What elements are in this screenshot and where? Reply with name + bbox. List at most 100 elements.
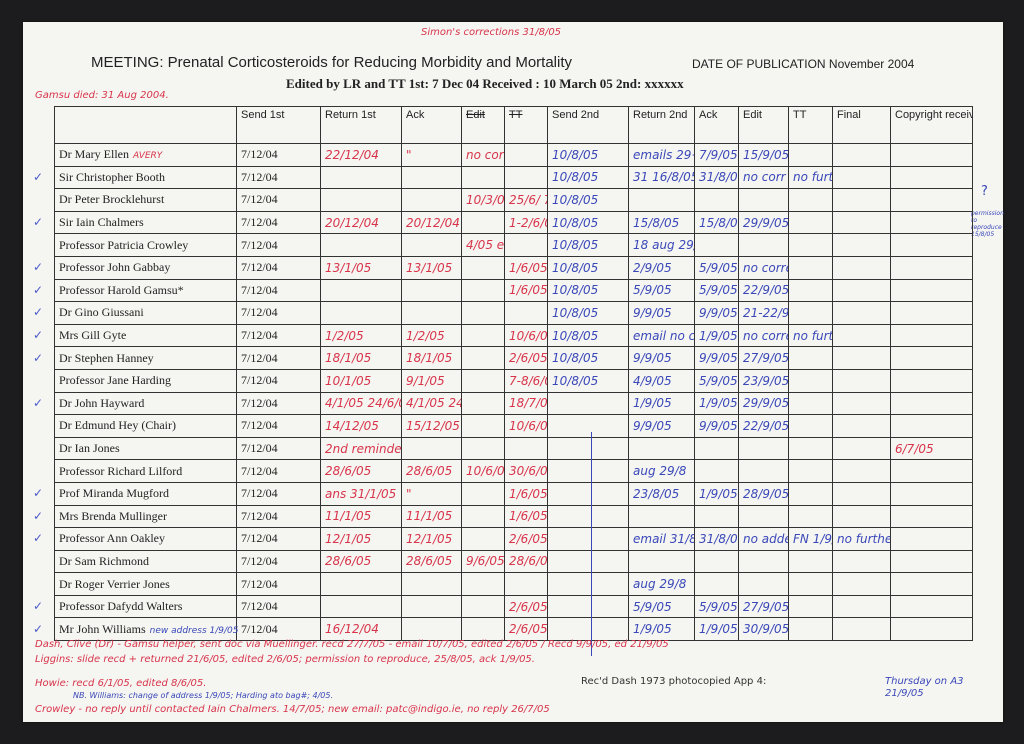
cell-ret2: 31 16/8/05 [628,165,695,190]
cell-copy [890,188,973,212]
cell-tt2 [788,617,833,642]
participant-name: Dr Gino Giussani [59,305,144,320]
cell-copy [890,255,973,280]
participant-name: Sir Iain Chalmers [59,215,144,230]
participant-name-cell: ✓ Sir Christopher Booth [33,165,237,190]
cell-ack2 [694,233,739,257]
participant-name-cell: ✓ Professor Dafydd Walters [33,594,237,619]
cell-tt1: 10/6/05 [504,323,548,348]
table-row: ✓ Dr Gino Giussani 7/12/04 10/8/05 9/9/05 9/9… [33,301,973,325]
cell-ret1: 1/2/05 [320,323,402,348]
cell-ret1 [320,572,402,596]
cell-ret1: 28/6/05 [320,459,402,483]
cell-ack2: 9/9/05 [694,346,739,370]
column-header-8: Ack [694,106,739,144]
cell-final [832,301,891,325]
cell-copy: 6/7/05 [890,436,973,461]
cell-final [832,143,891,167]
cell-tt1: 2/6/05 [504,527,548,551]
cell-ret1: 11/1/05 [320,504,402,529]
cell-final: no further copy. [832,527,891,551]
cell-send2 [547,481,629,506]
participant-name: Dr John Hayward [59,395,145,410]
note-williams: NB. Williams: change of address 1/9/05; … [73,691,334,700]
cell-copy [890,504,973,529]
cell-tt1: 7-8/6/05 [504,368,548,393]
cell-send1: 7/12/04 [236,255,321,280]
cell-edit1: no corrects [461,143,505,167]
cell-copy [890,368,973,393]
participant-name: Dr Edmund Hey (Chair) [59,418,176,433]
cell-final [832,368,891,393]
table-header-row: Send 1st Return 1st Ack Edit TT Send 2nd Retur… [54,106,973,144]
participant-name-cell: ✓ Dr John Hayward [33,391,237,416]
check-mark-icon: ✓ [33,395,44,410]
cell-tt1: 2/6/05 [504,617,548,642]
cell-copy [890,549,973,574]
cell-copy [890,233,973,257]
cell-ack2: 31/8/05 [694,527,739,551]
cell-send2: 10/8/05 [547,346,629,370]
participant-name: Mr John Williams [59,621,146,636]
cell-final [832,572,891,596]
cell-edit2: 23/9/05 [738,368,789,393]
cell-final [832,414,891,438]
cell-tt2: FN 1/9/05 [788,527,833,551]
check-mark-icon: ✓ [33,599,44,614]
cell-ret1: 12/1/05 [320,527,402,551]
cell-ack1 [401,188,462,212]
note-dash: Dash, Clive (Dr) - Gamsu helper, sent do… [35,639,669,650]
column-header-11: Final [832,106,891,144]
table-row: Dr Roger Verrier Jones 7/12/04 aug 29/8 [54,572,973,596]
column-header-4: Edit [461,106,505,144]
cell-ret1 [320,188,402,212]
participant-name: Professor Richard Lilford [59,463,183,478]
cell-copy [890,459,973,483]
check-mark-icon: ✓ [33,621,44,636]
participant-name: Professor Jane Harding [59,373,171,388]
cell-edit1 [461,617,505,642]
cell-tt1: 28/6/05 [504,549,548,574]
cell-ack1: 28/6/05 [401,549,462,574]
cell-edit2 [738,572,789,596]
cell-edit2: 22/9/05 [738,278,789,303]
table-row: Dr Peter Brocklehurst 7/12/04 10/3/0525/6/… [54,188,973,212]
cell-send2: 10/8/05 [547,233,629,257]
cell-final [832,278,891,303]
cell-ack1: 18/1/05 [401,346,462,370]
cell-edit2: no corr [738,165,789,190]
cell-edit1 [461,346,505,370]
cell-copy [890,278,973,303]
participant-name-cell: ✓ Professor John Gabbay [33,255,237,280]
cell-send1: 7/12/04 [236,278,321,303]
cell-send2: 10/8/05 [547,143,629,167]
check-mark-icon: ✓ [33,328,44,343]
table-row: Dr Ian Jones 7/12/04 2nd reminder 6/7/05 [54,436,973,461]
cell-tt2 [788,391,833,416]
participant-name-cell: Dr Ian Jones [54,436,237,461]
cell-ret2 [628,504,695,529]
cell-tt1: 1/6/05 [504,255,548,280]
column-header-12: Copyright received [890,106,973,144]
check-mark-icon: ✓ [33,486,44,501]
cell-tt2 [788,594,833,619]
cell-edit1: 10/3/05 [461,188,505,212]
cell-ret1: 10/1/05 [320,368,402,393]
cell-send1: 7/12/04 [236,188,321,212]
cell-edit2: 27/9/05 [738,594,789,619]
cell-ack2: 9/9/05 [694,414,739,438]
check-mark-icon: ✓ [33,169,44,184]
table-row: Professor Richard Lilford 7/12/04 28/6/05 2… [54,459,973,483]
cell-ret2 [628,549,695,574]
cell-edit2 [738,549,789,574]
cell-send2: 10/8/05 [547,188,629,212]
cell-ack1: 4/1/05 24/6/05 [401,391,462,416]
participant-name-cell: Dr Edmund Hey (Chair) [54,414,237,438]
column-header-6: Send 2nd [547,106,629,144]
cell-ret1 [320,233,402,257]
participant-name: Dr Peter Brocklehurst [59,192,165,207]
table-row: ✓ Professor John Gabbay 7/12/04 13/1/05 13/1… [33,255,973,280]
name-annotation: AVERY [132,151,163,162]
cell-ret1 [320,594,402,619]
